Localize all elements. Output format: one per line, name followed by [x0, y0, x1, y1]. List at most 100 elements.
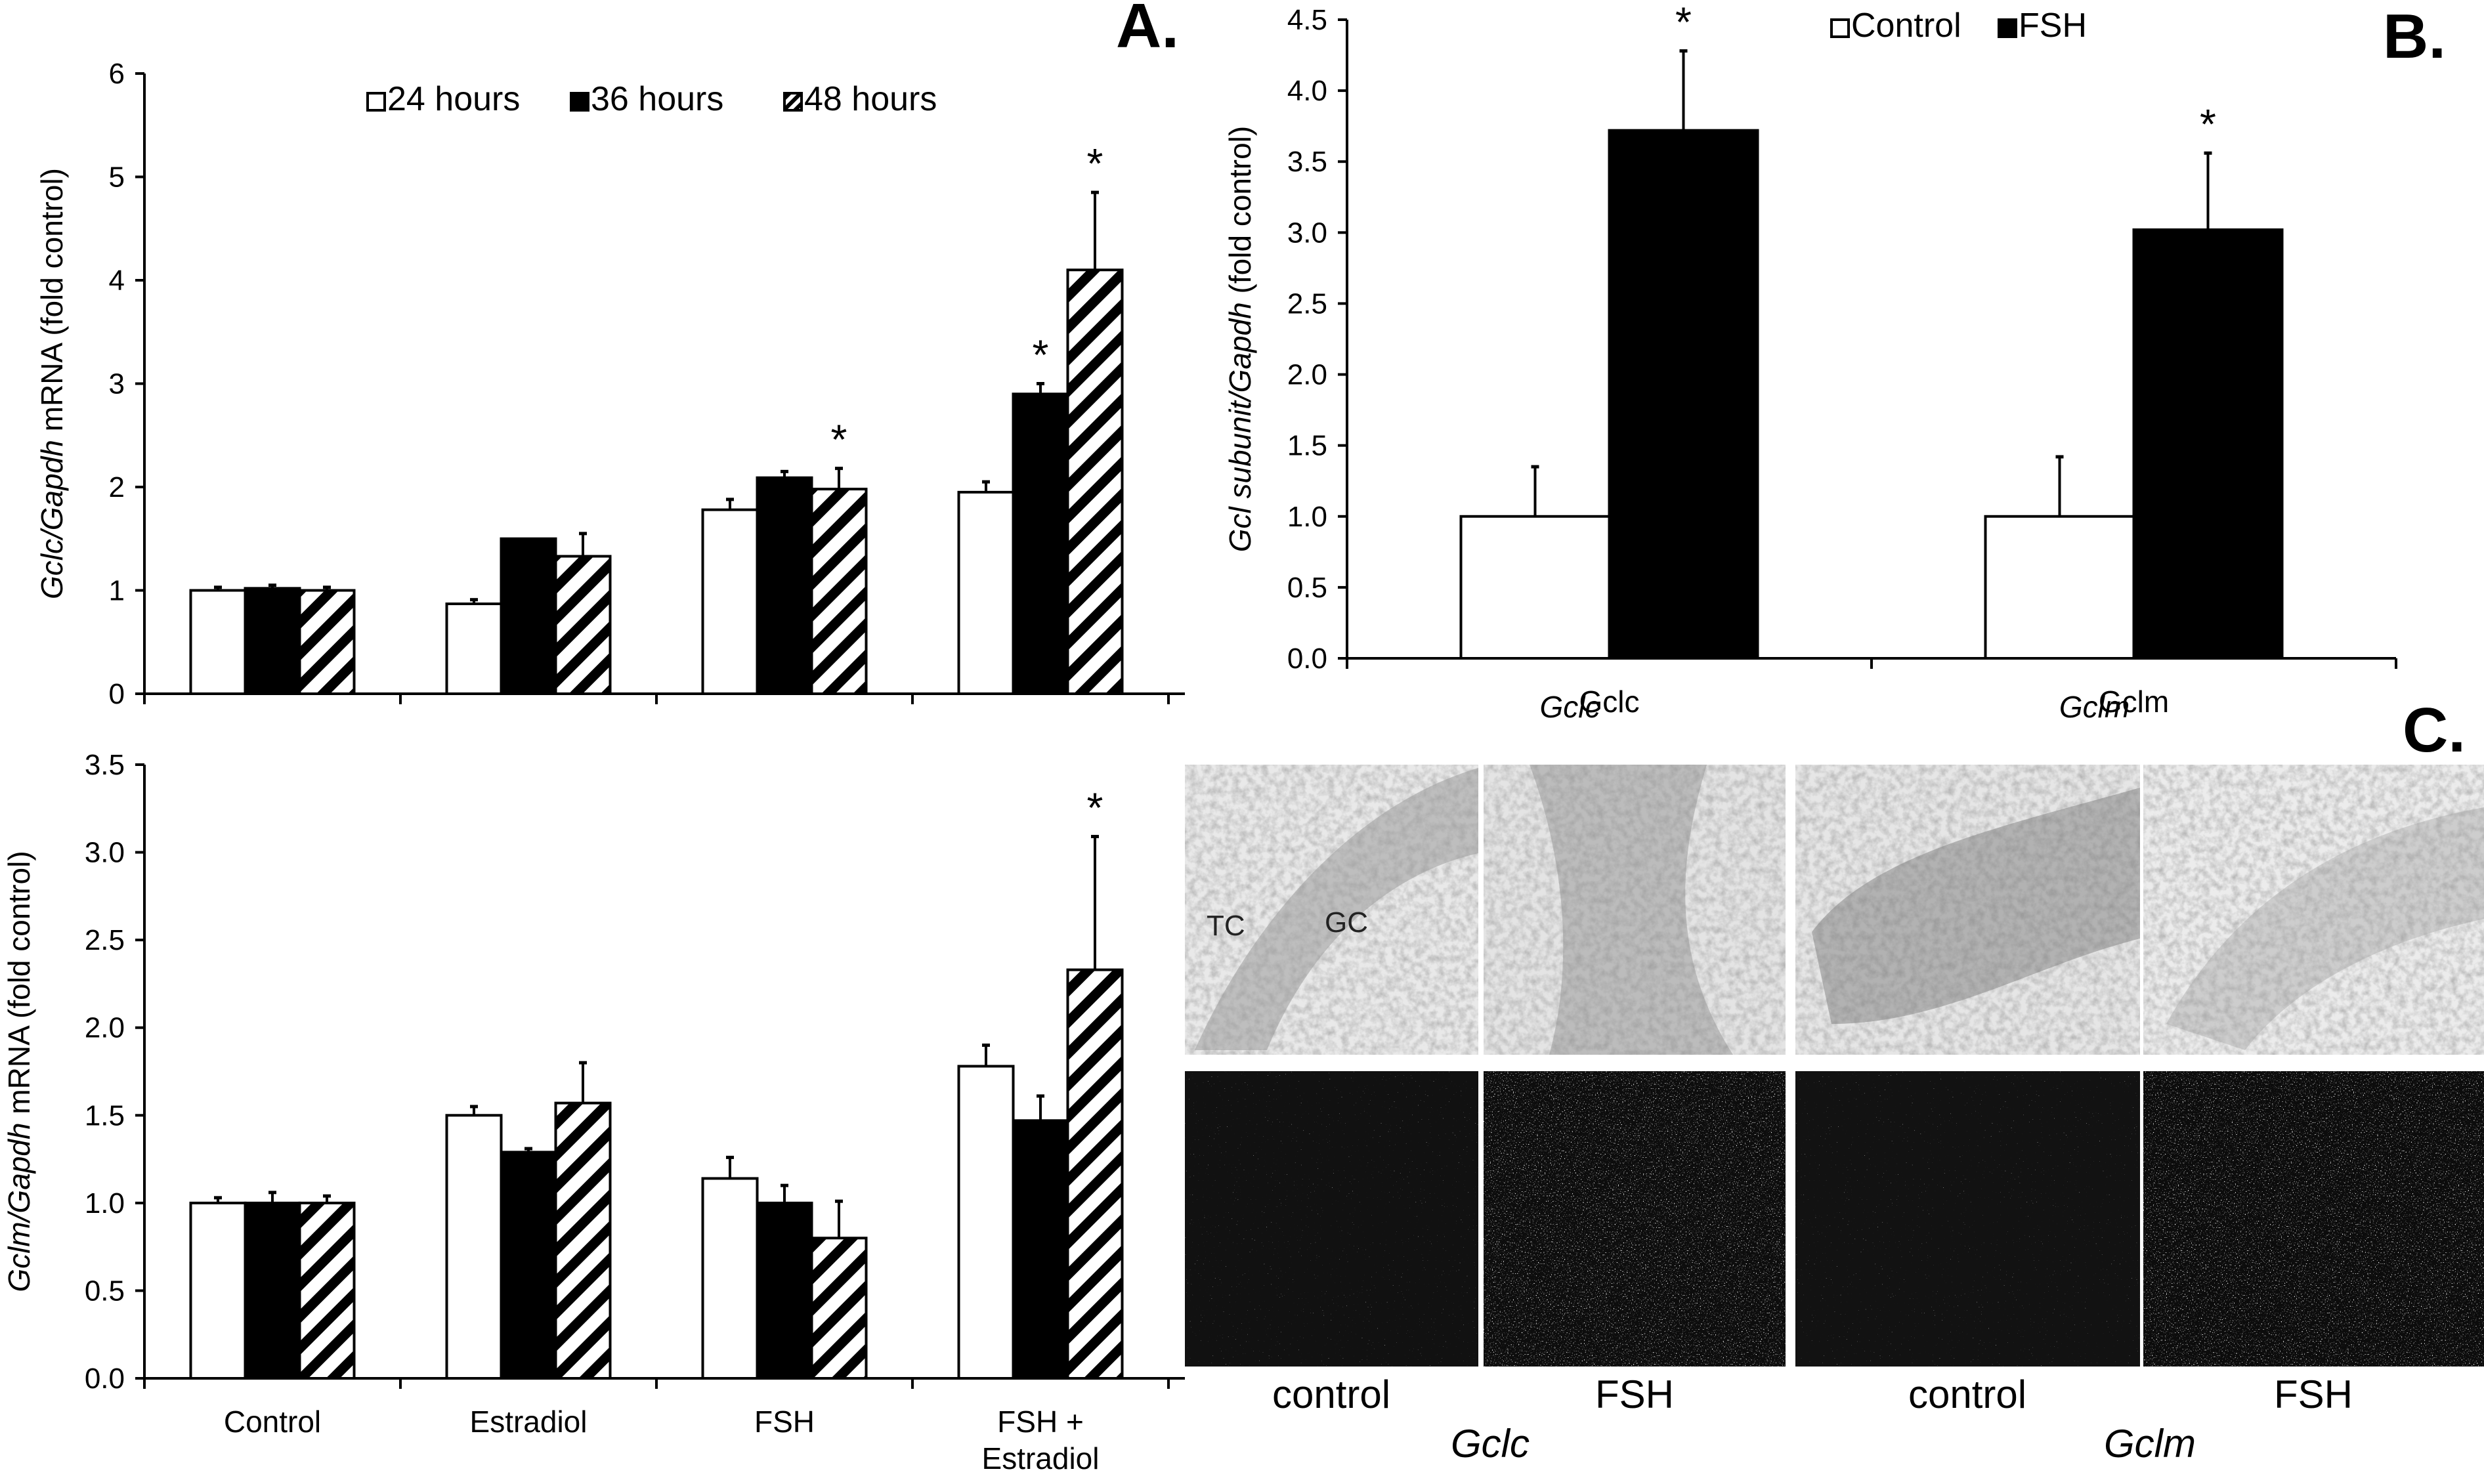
x-category-label: Control — [224, 1405, 321, 1439]
x-category-label-line: FSH — [754, 1405, 815, 1439]
bar-48-hours — [554, 555, 612, 696]
micrograph-label-2: FSH — [1595, 1372, 1674, 1416]
micrograph-darkfield-gclc-fsh — [1484, 1071, 1786, 1367]
y-tick-label: 6 — [109, 58, 125, 90]
y-tick-label: 1.5 — [85, 1099, 125, 1132]
bar-48-hours — [810, 488, 868, 696]
significance-star: * — [1675, 0, 1692, 46]
significance-star: * — [1033, 331, 1049, 379]
y-tick-label: 3 — [109, 368, 125, 400]
significance-star: * — [1087, 140, 1103, 187]
bar-48-hours — [298, 589, 356, 695]
bar-36-hours — [756, 476, 813, 695]
y-axis-label-rest: (fold control) — [1223, 126, 1257, 302]
y-tick-label: 5 — [109, 161, 125, 194]
bar-24-hours — [957, 1065, 1015, 1380]
bar-24-hours — [189, 1201, 247, 1380]
y-tick-label: 1.0 — [1287, 501, 1327, 533]
bar-24-hours — [701, 1177, 759, 1380]
micrograph-label-3: control — [1908, 1372, 2026, 1416]
bar-fsh — [2132, 228, 2284, 660]
bar-48-hours — [554, 1101, 612, 1380]
significance-star: * — [1087, 784, 1103, 832]
y-tick-label: 1.0 — [85, 1187, 125, 1219]
y-axis-label: Gclc/Gapdh mRNA (fold control) — [35, 168, 69, 599]
bar-36-hours — [500, 537, 557, 695]
bar-36-hours — [756, 1201, 813, 1380]
legend-swatch — [570, 92, 589, 112]
y-axis-label: Gcl subunit/Gapdh (fold control) — [1223, 126, 1257, 552]
legend-swatch — [1998, 18, 2017, 38]
y-tick-label: 0.5 — [1287, 572, 1327, 604]
bar-fsh — [1608, 129, 1759, 660]
bar-48-hours — [298, 1201, 356, 1380]
y-tick-label: 3.0 — [85, 837, 125, 869]
y-axis-label-rest: mRNA (fold control) — [2, 851, 36, 1122]
x-category-label: Estradiol — [470, 1405, 588, 1439]
micrograph-darkfield-gclc-control — [1185, 1071, 1478, 1367]
legend-label: FSH — [2019, 7, 2087, 45]
y-tick-label: 1 — [109, 575, 125, 607]
significance-star: * — [831, 416, 847, 463]
micrograph-panel: TC GC control FSH control FSH Gclc Gclm — [1185, 765, 2484, 1466]
significance-star: * — [2200, 100, 2216, 148]
bar-48-hours — [1066, 268, 1124, 695]
annotation-tc: TC — [1207, 910, 1245, 942]
bar-36-hours — [1012, 1119, 1069, 1380]
micrograph-gene-gclc: Gclc — [1451, 1422, 1530, 1466]
bar-control — [1984, 515, 2135, 660]
x-category-label: FSH + Estradiol — [982, 1405, 1100, 1475]
bar-36-hours — [244, 587, 301, 695]
micrograph-brightfield-gclc-fsh — [1484, 765, 1786, 1055]
chart-gclc-timecourse: 0 1 2 3 4 5 6 Gclc/Gapdh mRNA (fold control) * * *… — [35, 58, 1185, 710]
bar-24-hours — [445, 602, 503, 695]
panel-letter-c: C. — [2403, 695, 2466, 765]
bar-48-hours — [810, 1237, 868, 1380]
y-tick-label: 1.5 — [1287, 430, 1327, 462]
y-axis-label-rest: mRNA (fold control) — [35, 168, 69, 440]
y-tick-label: 2.5 — [1287, 287, 1327, 320]
x-category-label-line: Estradiol — [470, 1405, 588, 1439]
y-tick-label: 3.0 — [1287, 217, 1327, 249]
micrograph-label-1: control — [1272, 1372, 1390, 1416]
chart-gclm-timecourse: 0.0 0.5 1.0 1.5 2.0 2.5 3.0 3.5 Gclm/Gapdh mRNA … — [2, 749, 1185, 1475]
bar-36-hours — [500, 1151, 557, 1380]
y-tick-label: 4.0 — [1287, 75, 1327, 107]
x-category-label: Gclc — [1579, 685, 1640, 719]
y-tick-label: 2.0 — [1287, 359, 1327, 391]
x-category-label-line: Estradiol — [982, 1441, 1100, 1475]
y-tick-label: 0 — [109, 678, 125, 710]
x-category-label-line: Gclc — [1579, 685, 1640, 719]
chart-gcl-subunit-fsh: 0.0 0.5 1.0 1.5 2.0 2.5 3.0 3.5 4.0 4.5 Gcl subuni… — [1223, 0, 2397, 724]
bar-control — [1459, 515, 1611, 660]
y-tick-label: 4.5 — [1287, 4, 1327, 36]
x-category-label-line: Control — [224, 1405, 321, 1439]
annotation-gc: GC — [1325, 906, 1368, 939]
micrograph-gene-gclm: Gclm — [2104, 1422, 2196, 1466]
micrograph-label-4: FSH — [2274, 1372, 2353, 1416]
y-axis-label: Gclm/Gapdh mRNA (fold control) — [2, 851, 36, 1292]
x-category-label: Gclm — [2099, 685, 2169, 719]
y-tick-label: 3.5 — [85, 749, 125, 781]
y-axis-label-italic: Gclm/Gapdh — [2, 1122, 36, 1292]
panel-letter-a: A. — [1116, 0, 1179, 61]
bar-24-hours — [445, 1114, 503, 1380]
legend-label: 24 hours — [387, 80, 520, 118]
micrograph-darkfield-gclm-control — [1795, 1071, 2140, 1367]
bar-48-hours — [1066, 968, 1124, 1380]
y-tick-label: 2 — [109, 471, 125, 503]
y-axis-label-italic: Gclc/Gapdh — [35, 440, 69, 599]
x-category-label: Gclm — [2059, 690, 2130, 724]
legend-label: Control — [1851, 7, 1961, 45]
bar-36-hours — [1012, 392, 1069, 695]
y-tick-label: 4 — [109, 265, 125, 297]
y-tick-label: 0.0 — [1287, 643, 1327, 675]
bar-36-hours — [244, 1201, 301, 1380]
legend-label: 48 hours — [804, 80, 937, 118]
micrograph-darkfield-gclm-fsh — [2143, 1071, 2484, 1367]
bar-24-hours — [701, 508, 759, 696]
x-category-label: Gclc — [1540, 690, 1600, 724]
y-axis-label-italic: Gcl subunit/Gapdh — [1223, 302, 1257, 552]
legend-swatch — [366, 92, 386, 112]
